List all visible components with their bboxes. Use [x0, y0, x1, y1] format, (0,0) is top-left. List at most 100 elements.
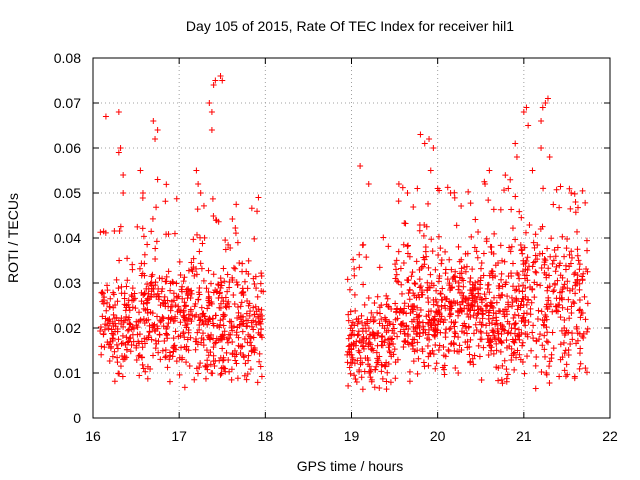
- data-point: [564, 361, 570, 367]
- data-point: [120, 172, 126, 178]
- data-point: [200, 310, 206, 316]
- data-point: [182, 384, 188, 390]
- data-point: [204, 322, 210, 328]
- data-point: [396, 249, 402, 255]
- data-point: [232, 301, 238, 307]
- data-point: [351, 266, 357, 272]
- data-point: [153, 204, 159, 210]
- data-point: [154, 313, 160, 319]
- data-point: [385, 296, 391, 302]
- data-point: [577, 287, 583, 293]
- data-point: [494, 347, 500, 353]
- data-point: [502, 172, 508, 178]
- data-point: [410, 204, 416, 210]
- data-point: [156, 275, 162, 281]
- data-point: [465, 189, 471, 195]
- data-point: [582, 200, 588, 206]
- data-point: [565, 306, 571, 312]
- data-point: [452, 324, 458, 330]
- data-point: [195, 181, 201, 187]
- data-point: [486, 168, 492, 174]
- data-point: [558, 183, 564, 189]
- data-point: [154, 238, 160, 244]
- data-point: [533, 231, 539, 237]
- data-point: [574, 246, 580, 252]
- data-point: [225, 340, 231, 346]
- data-point: [439, 257, 445, 263]
- data-point: [547, 154, 553, 160]
- data-point: [199, 241, 205, 247]
- data-point: [503, 366, 509, 372]
- data-point: [195, 370, 201, 376]
- data-point: [112, 378, 118, 384]
- data-point: [98, 290, 104, 296]
- data-point: [123, 284, 129, 290]
- data-point: [258, 270, 264, 276]
- data-point: [231, 265, 237, 271]
- data-point: [366, 181, 372, 187]
- data-point: [508, 206, 514, 212]
- data-point: [479, 377, 485, 383]
- data-point: [425, 295, 431, 301]
- data-point: [150, 353, 156, 359]
- data-point: [401, 242, 407, 248]
- data-point: [194, 271, 200, 277]
- data-point: [120, 333, 126, 339]
- data-point: [140, 362, 146, 368]
- data-point: [114, 359, 120, 365]
- data-point: [528, 348, 534, 354]
- data-point: [111, 312, 117, 318]
- data-point: [120, 190, 126, 196]
- data-point: [225, 272, 231, 278]
- data-point: [520, 340, 526, 346]
- data-point: [544, 329, 550, 335]
- data-point: [142, 252, 148, 258]
- data-point: [445, 184, 451, 190]
- data-point: [499, 271, 505, 277]
- data-point: [538, 145, 544, 151]
- data-point: [97, 229, 103, 235]
- data-point: [551, 345, 557, 351]
- data-point: [385, 243, 391, 249]
- data-point: [161, 338, 167, 344]
- data-point: [97, 328, 103, 334]
- data-point: [232, 225, 238, 231]
- data-point: [529, 168, 535, 174]
- data-point: [196, 285, 202, 291]
- data-point: [582, 365, 588, 371]
- data-point: [512, 141, 518, 147]
- data-point: [115, 346, 121, 352]
- data-point: [512, 321, 518, 327]
- data-point: [206, 100, 212, 106]
- data-point: [138, 260, 144, 266]
- data-point: [553, 268, 559, 274]
- data-point: [549, 309, 555, 315]
- data-point: [403, 221, 409, 227]
- data-point: [352, 292, 358, 298]
- data-point: [435, 252, 441, 258]
- data-point: [519, 343, 525, 349]
- data-point: [400, 309, 406, 315]
- data-point: [475, 229, 481, 235]
- data-point: [498, 242, 504, 248]
- data-point: [370, 318, 376, 324]
- data-point: [345, 383, 351, 389]
- data-point: [174, 196, 180, 202]
- data-point: [199, 305, 205, 311]
- data-point: [414, 258, 420, 264]
- data-point: [467, 279, 473, 285]
- data-point: [430, 248, 436, 254]
- data-point: [239, 269, 245, 275]
- data-point: [469, 266, 475, 272]
- data-point: [404, 243, 410, 249]
- data-point: [551, 287, 557, 293]
- data-point: [359, 374, 365, 380]
- data-point: [512, 237, 518, 243]
- data-point: [510, 315, 516, 321]
- data-point: [142, 369, 148, 375]
- data-point: [233, 361, 239, 367]
- data-point: [525, 123, 531, 129]
- data-point: [442, 249, 448, 255]
- data-point: [425, 343, 431, 349]
- data-point: [561, 340, 567, 346]
